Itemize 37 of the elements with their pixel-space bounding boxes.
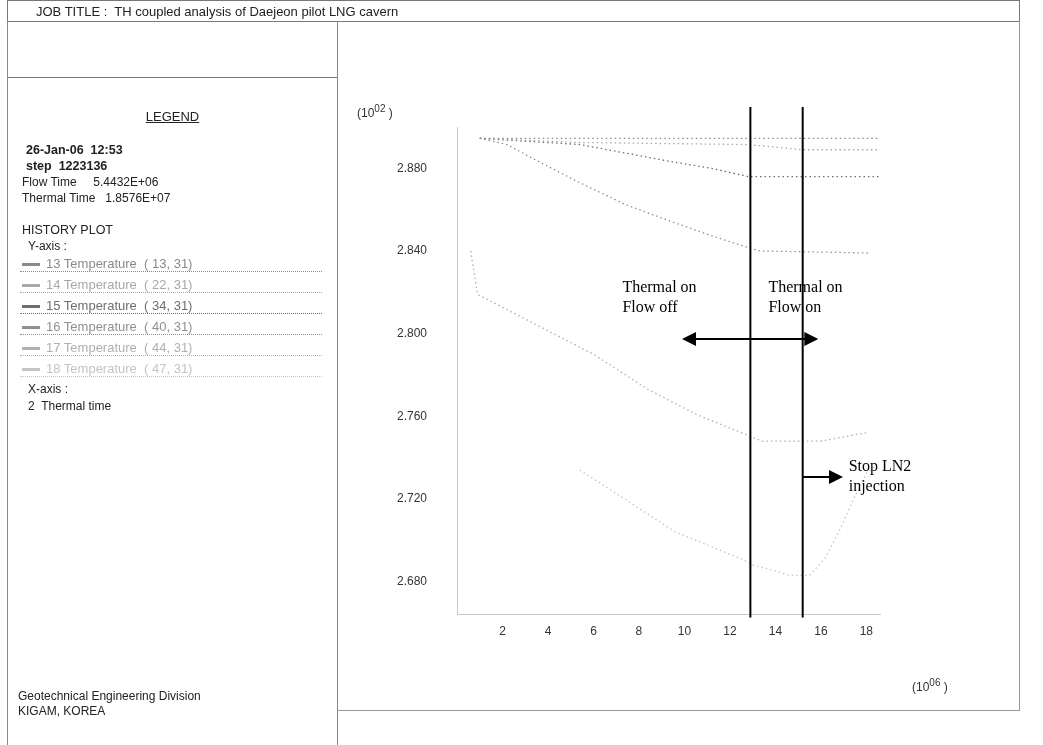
- legend-label: 13 Temperature ( 13, 31): [20, 256, 322, 272]
- y-axis-title: (10$^{02}$ ): [357, 103, 393, 120]
- text: KIGAM, KOREA: [18, 704, 106, 718]
- x-tick-label: 10: [677, 624, 692, 639]
- text: 2 Thermal time: [28, 399, 112, 413]
- text: Thermal Time 1.8576E+07: [22, 191, 171, 205]
- text: Y-axis :: [28, 239, 67, 253]
- annotation: Stop LN2 injection: [848, 457, 912, 496]
- text: 26-Jan-06 12:53: [26, 143, 123, 157]
- legend-label: 15 Temperature ( 34, 31): [20, 298, 322, 314]
- x-tick-label: 2: [499, 624, 507, 639]
- text: X-axis :: [28, 382, 69, 396]
- y-tick-label: 2.880: [397, 160, 428, 175]
- legend-title: LEGEND: [144, 109, 201, 124]
- text: Geotechnical Engineering Division: [18, 689, 201, 703]
- x-tick-label: 12: [723, 624, 737, 639]
- legend-label: 17 Temperature ( 44, 31): [20, 340, 322, 356]
- x-tick-label: 6: [590, 624, 598, 639]
- text: Flow Time 5.4432E+06: [22, 175, 159, 189]
- text: HISTORY PLOT: [22, 223, 114, 237]
- annotation: Thermal on Flow off: [622, 277, 697, 315]
- legend-label: 16 Temperature ( 40, 31): [20, 319, 322, 335]
- legend-label: 18 Temperature ( 47, 31): [20, 361, 322, 377]
- text: JOB TITLE : TH coupled analysis of Daejeon pilot LNG cavern: [7, 0, 1020, 22]
- x-tick-label: 16: [814, 624, 828, 639]
- y-tick-label: 2.720: [397, 491, 428, 506]
- legend-label: 14 Temperature ( 22, 31): [20, 277, 322, 293]
- x-axis-title: (10$^{06}$ ): [912, 676, 948, 694]
- x-tick-label: 14: [768, 624, 783, 639]
- text: step 1223136: [26, 159, 108, 173]
- x-tick-label: 8: [635, 624, 643, 639]
- y-tick-label: 2.760: [397, 408, 428, 423]
- y-tick-label: 2.680: [397, 573, 428, 588]
- x-tick-label: 18: [859, 624, 874, 639]
- x-tick-label: 4: [544, 624, 552, 639]
- y-tick-label: 2.840: [397, 243, 428, 258]
- y-tick-label: 2.800: [397, 325, 428, 340]
